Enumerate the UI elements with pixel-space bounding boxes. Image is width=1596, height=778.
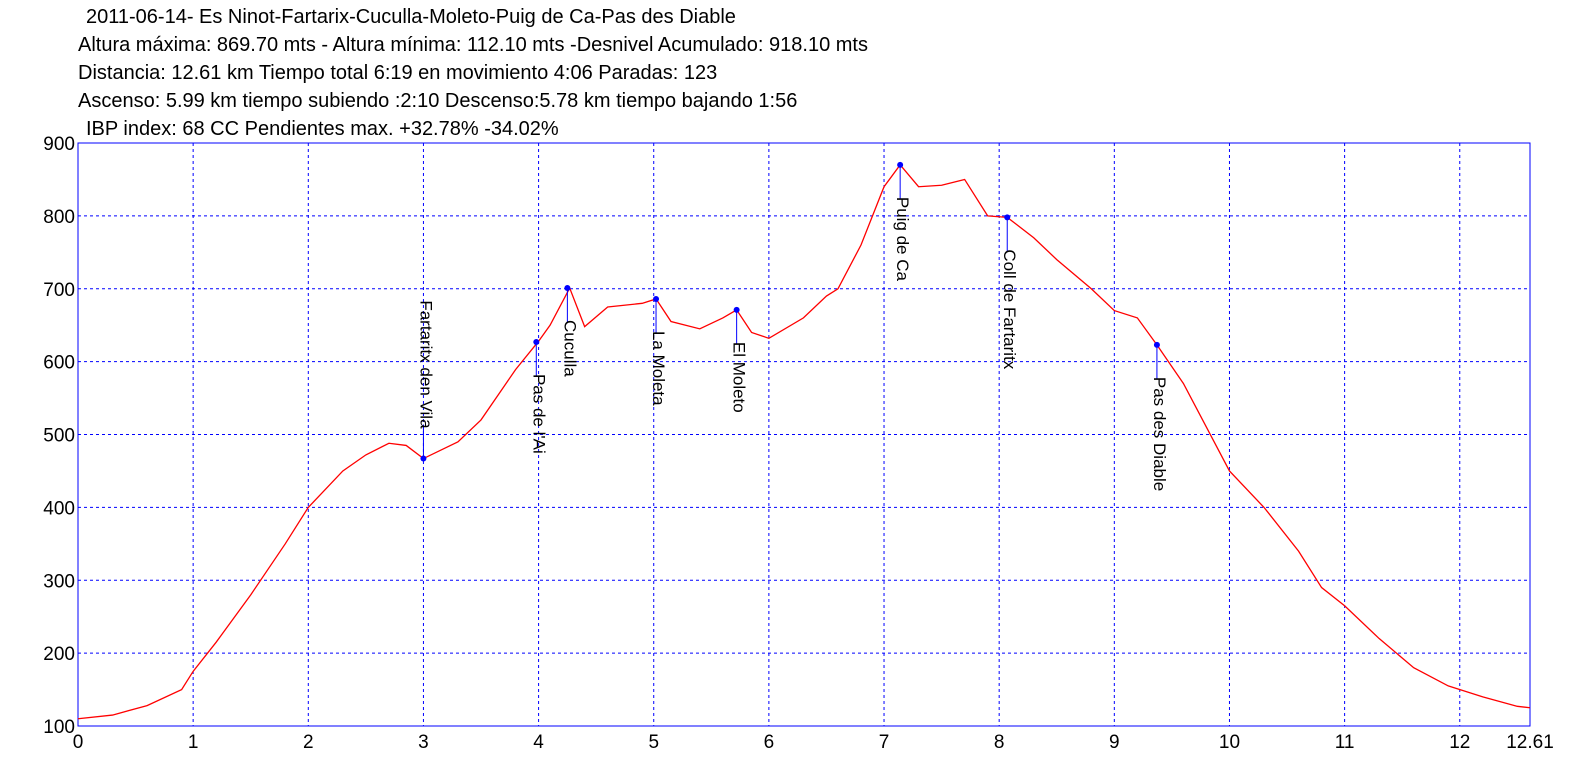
waypoint-label: Pas de l'Ai xyxy=(529,374,548,454)
waypoint-marker xyxy=(533,338,540,345)
x-tick-label: 3 xyxy=(418,732,429,753)
x-tick-label: 11 xyxy=(1335,732,1355,753)
chart-subtitle: Ascenso: 5.99 km tiempo subiendo :2:10 D… xyxy=(78,90,797,112)
x-tick-label: 5 xyxy=(648,732,659,753)
x-tick-label: 6 xyxy=(764,732,775,753)
waypoint-marker xyxy=(897,161,904,168)
x-tick-label: 4 xyxy=(533,732,544,753)
waypoint-marker xyxy=(1004,214,1011,221)
waypoint-marker xyxy=(733,306,740,313)
waypoint-marker xyxy=(564,285,571,292)
y-tick-label: 500 xyxy=(43,426,75,447)
waypoint-marker xyxy=(1153,341,1160,348)
chart-subtitle: IBP index: 68 CC Pendientes max. +32.78%… xyxy=(86,118,559,140)
x-tick-label: 7 xyxy=(879,732,890,753)
waypoint-label: Puig de Ca xyxy=(893,197,912,282)
chart-subtitle: Altura máxima: 869.70 mts - Altura mínim… xyxy=(78,34,868,56)
x-tick-label: 2 xyxy=(303,732,314,753)
elevation-line xyxy=(77,163,1531,720)
waypoint-label: Pas des Diable xyxy=(1150,377,1169,491)
x-tick-label: 12.61 xyxy=(1506,732,1554,753)
y-tick-label: 900 xyxy=(43,134,75,155)
waypoint-label: Cuculla xyxy=(560,320,579,377)
y-tick-label: 300 xyxy=(43,571,75,592)
plot-frame xyxy=(77,142,1531,727)
y-tick-label: 200 xyxy=(43,644,75,665)
y-tick-label: 400 xyxy=(43,498,75,519)
x-tick-label: 10 xyxy=(1219,732,1240,753)
x-tick-label: 12 xyxy=(1449,732,1470,753)
y-tick-label: 600 xyxy=(43,353,75,374)
waypoint-marker xyxy=(653,295,660,302)
chart-subtitle: Distancia: 12.61 km Tiempo total 6:19 en… xyxy=(78,62,717,84)
y-tick-label: 100 xyxy=(43,717,75,738)
y-tick-label: 700 xyxy=(43,280,75,301)
x-tick-label: 8 xyxy=(994,732,1005,753)
x-tick-label: 0 xyxy=(73,732,84,753)
x-tick-label: 9 xyxy=(1109,732,1120,753)
waypoint-label: La Moleta xyxy=(649,331,668,406)
waypoint-label: El Moleto xyxy=(730,342,749,413)
waypoint-label: Coll de Fartaritx xyxy=(1000,249,1019,369)
x-tick-label: 1 xyxy=(188,732,199,753)
chart-title: 2011-06-14- Es Ninot-Fartarix-Cuculla-Mo… xyxy=(86,6,736,28)
waypoint-marker xyxy=(420,455,427,462)
y-tick-label: 800 xyxy=(43,207,75,228)
waypoint-label: Fartaritx den Vila xyxy=(416,300,435,429)
